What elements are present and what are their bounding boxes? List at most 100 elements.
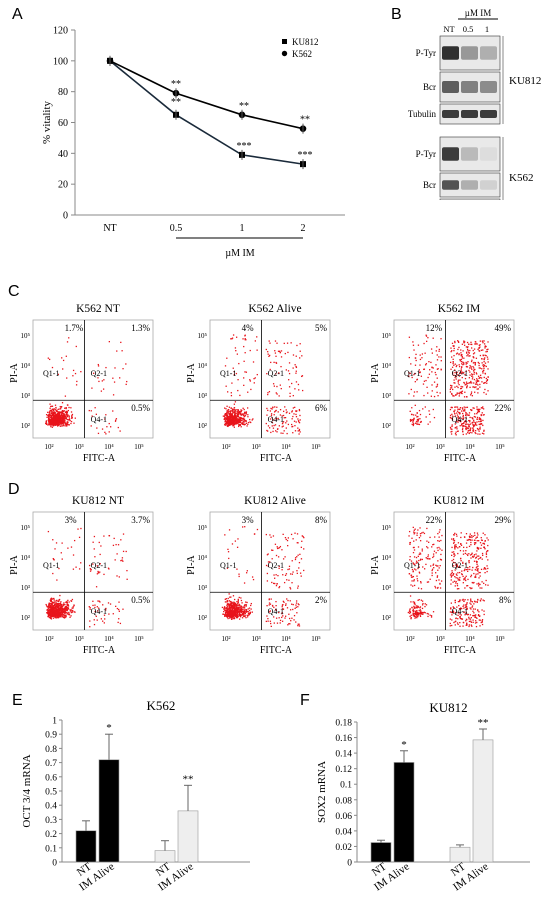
quadrant-pct-ur: 29%	[495, 515, 512, 525]
flow-event	[278, 567, 280, 570]
flow-event	[410, 584, 412, 586]
flow-event	[476, 547, 479, 550]
flow-event	[271, 416, 273, 419]
flow-event	[453, 555, 455, 558]
flow-event	[295, 381, 298, 383]
flow-event	[455, 546, 457, 548]
y-tick-label: 0.04	[335, 827, 352, 837]
flow-event	[224, 609, 226, 611]
flow-event	[449, 384, 452, 387]
flow-event	[483, 367, 485, 369]
flow-event	[427, 613, 430, 615]
flow-event	[267, 409, 269, 412]
flow-event	[473, 386, 475, 388]
flow-event	[230, 338, 232, 340]
flow-event	[429, 558, 431, 560]
flow-event	[431, 574, 433, 577]
flow-event	[460, 607, 463, 610]
flow-event	[412, 341, 414, 343]
flow-event	[486, 378, 489, 381]
flow-event	[468, 419, 470, 422]
flow-event	[66, 609, 68, 612]
flow-event	[244, 352, 246, 354]
flow-event	[225, 415, 228, 417]
flow-event	[431, 546, 433, 548]
flow-event	[421, 611, 424, 614]
flow-event	[56, 603, 58, 605]
flow-event	[66, 415, 69, 417]
flow-event	[51, 411, 54, 413]
flow-event	[478, 423, 480, 426]
flow-event	[298, 429, 301, 432]
flow-event	[120, 539, 122, 541]
flow-event	[461, 423, 463, 425]
flow-event	[275, 617, 278, 619]
flow-event	[451, 406, 453, 409]
flow-event	[91, 387, 93, 389]
flow-event	[433, 550, 436, 552]
flow-event	[412, 423, 415, 426]
flow-event	[46, 422, 48, 425]
flow-event	[59, 594, 61, 597]
flow-event	[414, 563, 416, 566]
flow-event	[230, 421, 232, 423]
flow-event	[53, 421, 55, 423]
flow-event	[103, 379, 105, 381]
flow-event	[481, 620, 483, 622]
flow-event	[277, 350, 280, 352]
flow-event	[482, 365, 485, 368]
flow-event	[408, 393, 410, 395]
flow-event	[482, 542, 484, 545]
flow-event	[452, 581, 454, 583]
flow-event	[476, 532, 479, 534]
flow-event	[413, 614, 415, 617]
flow-event	[234, 614, 236, 616]
flow-event	[239, 613, 241, 615]
flow-event	[463, 611, 465, 613]
flow-event	[237, 605, 239, 607]
flow-event	[483, 542, 485, 545]
flow-event	[295, 413, 297, 416]
flow-event	[97, 571, 99, 573]
flow-event	[117, 426, 119, 429]
flow-event	[459, 617, 462, 620]
flow-event	[60, 411, 63, 413]
flow-y-tick: 10⁴	[21, 554, 31, 562]
flow-event	[228, 614, 230, 616]
flow-event	[464, 384, 466, 386]
flow-event	[458, 412, 460, 414]
flow-event	[472, 407, 474, 409]
flow-event	[460, 536, 462, 539]
flow-event	[436, 346, 438, 348]
flow-event	[487, 567, 489, 570]
flow-event	[56, 424, 59, 426]
flow-event	[229, 419, 232, 421]
flow-event	[274, 582, 276, 585]
flow-event	[64, 610, 66, 612]
flow-x-tick: 10⁴	[281, 635, 291, 643]
flow-event	[274, 352, 277, 354]
flow-event	[237, 615, 239, 618]
flow-event	[478, 362, 480, 365]
flow-event	[46, 416, 48, 419]
flow-event	[487, 539, 489, 541]
flow-event	[236, 413, 239, 416]
flow-event	[458, 599, 461, 601]
flow-event	[483, 568, 485, 570]
flow-event	[408, 610, 411, 612]
flow-event	[103, 535, 105, 537]
flow-event	[454, 575, 456, 578]
flow-event	[118, 608, 120, 611]
flow-event	[67, 604, 69, 606]
flow-event	[478, 344, 480, 346]
flow-event	[486, 350, 488, 353]
flow-event	[463, 362, 465, 364]
flow-event	[423, 368, 425, 371]
flow-event	[430, 616, 433, 618]
flow-event	[470, 409, 472, 411]
flow-event	[468, 424, 470, 426]
flow-event	[244, 615, 246, 618]
flow-event	[276, 393, 278, 395]
flow-event	[225, 417, 227, 419]
flow-event	[419, 527, 421, 529]
